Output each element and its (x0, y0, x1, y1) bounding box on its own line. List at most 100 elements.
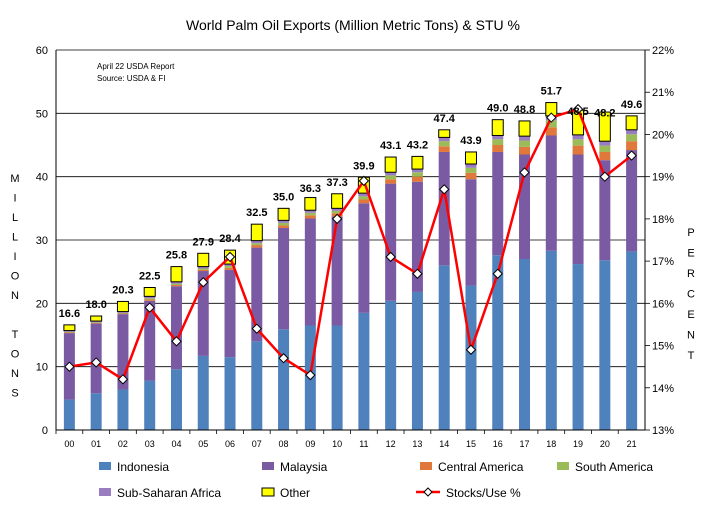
stocks-use-marker (90, 357, 102, 368)
bar-central-america (545, 127, 557, 136)
bar-central-america (224, 267, 236, 270)
bar-sub-saharan-africa (197, 266, 209, 269)
bar-south-america (519, 140, 531, 147)
bar-central-america (144, 299, 156, 301)
total-label: 49.6 (621, 99, 642, 111)
stocks-use-line (69, 107, 633, 382)
total-label: 22.5 (139, 271, 160, 283)
bar-sub-saharan-africa (358, 193, 370, 197)
left-axis-title-letter: I (13, 193, 16, 205)
stocks-use-marker (572, 103, 584, 115)
stocks-use-marker (492, 268, 503, 279)
x-tick-label: 10 (332, 439, 342, 449)
bar-sub-saharan-africa (224, 264, 236, 266)
left-tick-label: 50 (36, 108, 48, 120)
bar-central-america (599, 151, 611, 161)
bar-south-america (545, 120, 557, 128)
bar-sub-saharan-africa (492, 135, 504, 140)
right-axis-title-letter: P (687, 227, 694, 239)
bar-sub-saharan-africa (626, 129, 638, 135)
total-label: 37.3 (326, 177, 347, 189)
right-tick-label: 20% (652, 129, 674, 141)
right-tick-label: 13% (652, 425, 674, 437)
left-axis-title-letter: M (10, 173, 19, 185)
left-tick-label: 0 (42, 425, 48, 437)
right-tick-label: 17% (652, 256, 674, 268)
total-label: 27.9 (193, 236, 214, 248)
bar-south-america (90, 322, 102, 323)
bar-south-america (492, 139, 504, 145)
total-label: 49.0 (487, 103, 508, 115)
bar-south-america (385, 175, 397, 180)
bar-indonesia (385, 300, 397, 430)
stocks-use-marker (198, 277, 209, 288)
bar-sub-saharan-africa (572, 134, 584, 140)
bar-central-america (304, 215, 316, 219)
x-tick-label: 00 (64, 439, 74, 449)
right-axis-title-letter: R (687, 268, 695, 280)
legend-swatch (99, 488, 111, 496)
stocks-use-marker (519, 167, 530, 178)
bar-other (384, 156, 397, 173)
bar-indonesia (331, 325, 343, 430)
total-label: 18.0 (85, 299, 106, 311)
bar-sub-saharan-africa (465, 164, 477, 168)
stocks-use-marker (626, 150, 637, 161)
bar-south-america (170, 283, 182, 285)
bar-malaysia (385, 183, 397, 301)
bar-central-america (385, 179, 397, 184)
bar-other (438, 129, 451, 138)
bar-sub-saharan-africa (144, 296, 156, 299)
bar-central-america (197, 269, 209, 272)
bar-indonesia (117, 389, 129, 430)
right-axis-title-letter: C (687, 289, 695, 301)
x-tick-label: 02 (118, 439, 128, 449)
bar-other (90, 315, 103, 322)
x-tick-label: 15 (466, 439, 476, 449)
bar-other (304, 197, 317, 211)
total-label: 36.3 (300, 183, 321, 195)
total-label: 20.3 (112, 284, 133, 296)
x-tick-label: 09 (305, 439, 315, 449)
x-tick-label: 07 (252, 439, 262, 449)
total-label: 32.5 (246, 207, 267, 219)
left-tick-label: 60 (36, 45, 48, 57)
x-tick-label: 17 (520, 439, 530, 449)
x-tick-label: 13 (412, 439, 422, 449)
bar-malaysia (599, 160, 611, 261)
bar-sub-saharan-africa (117, 311, 129, 313)
bar-other (277, 207, 290, 221)
bar-malaysia (144, 300, 156, 381)
legend-label: Indonesia (117, 460, 169, 474)
bar-sub-saharan-africa (251, 240, 263, 244)
bar-central-america (278, 225, 290, 228)
bar-indonesia (545, 250, 557, 430)
legend-item: Central America (420, 460, 524, 474)
stocks-use-marker (64, 361, 75, 372)
bar-other (250, 223, 263, 242)
bar-other (411, 155, 424, 170)
x-tick-label: 01 (91, 439, 101, 449)
x-tick-label: 04 (171, 439, 181, 449)
legend-swatch (557, 462, 569, 470)
stocks-use-marker (171, 336, 182, 347)
bar-sub-saharan-africa (63, 330, 75, 332)
bar-malaysia (626, 150, 638, 252)
right-tick-label: 21% (652, 87, 674, 99)
stocks-use-marker (358, 175, 370, 187)
bar-indonesia (144, 380, 156, 430)
legend-swatch (262, 462, 274, 470)
bar-malaysia (117, 314, 129, 390)
bar-indonesia (626, 251, 638, 430)
bar-south-america (599, 145, 611, 152)
bar-indonesia (170, 369, 182, 430)
bar-central-america (438, 146, 450, 152)
bar-south-america (626, 134, 638, 142)
right-tick-label: 22% (652, 45, 674, 57)
x-tick-label: 21 (627, 439, 637, 449)
bar-malaysia (170, 286, 182, 370)
bar-south-america (465, 167, 477, 173)
bar-sub-saharan-africa (599, 141, 611, 146)
bar-south-america (251, 243, 263, 246)
bar-malaysia (545, 135, 557, 251)
